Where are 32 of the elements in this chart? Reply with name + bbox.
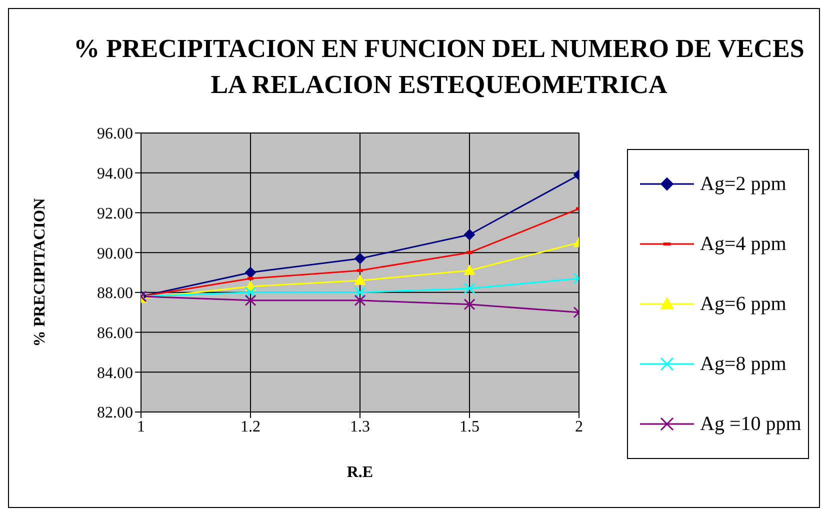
x-tick-label: 1.3 [350,418,370,436]
legend-label: Ag=6 ppm [700,292,786,316]
y-tick-label: 94.00 [97,166,133,183]
x-tick-label: 1.5 [460,418,480,436]
legend-label: Ag=2 ppm [700,172,786,196]
point [244,286,256,298]
y-tick-label: 82.00 [97,404,133,422]
x-tick-label: 1 [137,418,145,436]
point [245,267,256,278]
point [354,294,366,306]
point [354,286,366,298]
x-tick-label: 1.2 [240,418,260,436]
point [464,298,476,310]
legend-label: Ag=8 ppm [700,352,786,376]
y-tick-label: 84.00 [97,364,133,382]
y-tick-label: 92.00 [97,205,133,222]
x-tick-label: 2 [575,418,583,436]
legend-label: Ag =10 ppm [700,412,802,436]
point [354,253,366,264]
point [244,294,256,306]
y-tick-label: 90.00 [97,245,133,262]
y-tick-label: 96.00 [97,126,133,143]
y-tick-label: 88.00 [97,285,133,302]
x-axis-title: R.E [346,464,374,481]
point [464,282,476,294]
point [464,229,475,240]
point [464,265,475,276]
y-tick-label: 86.00 [97,324,133,342]
legend-label: Ag=4 ppm [700,232,786,256]
point [354,274,366,285]
chart-title: % PRECIPITACION EN FUNCION DEL NUMERO DE VECES LA RELACION ESTEQUEOMETRICA [72,33,806,101]
y-axis-title: % PRECIPITACION [32,198,49,347]
